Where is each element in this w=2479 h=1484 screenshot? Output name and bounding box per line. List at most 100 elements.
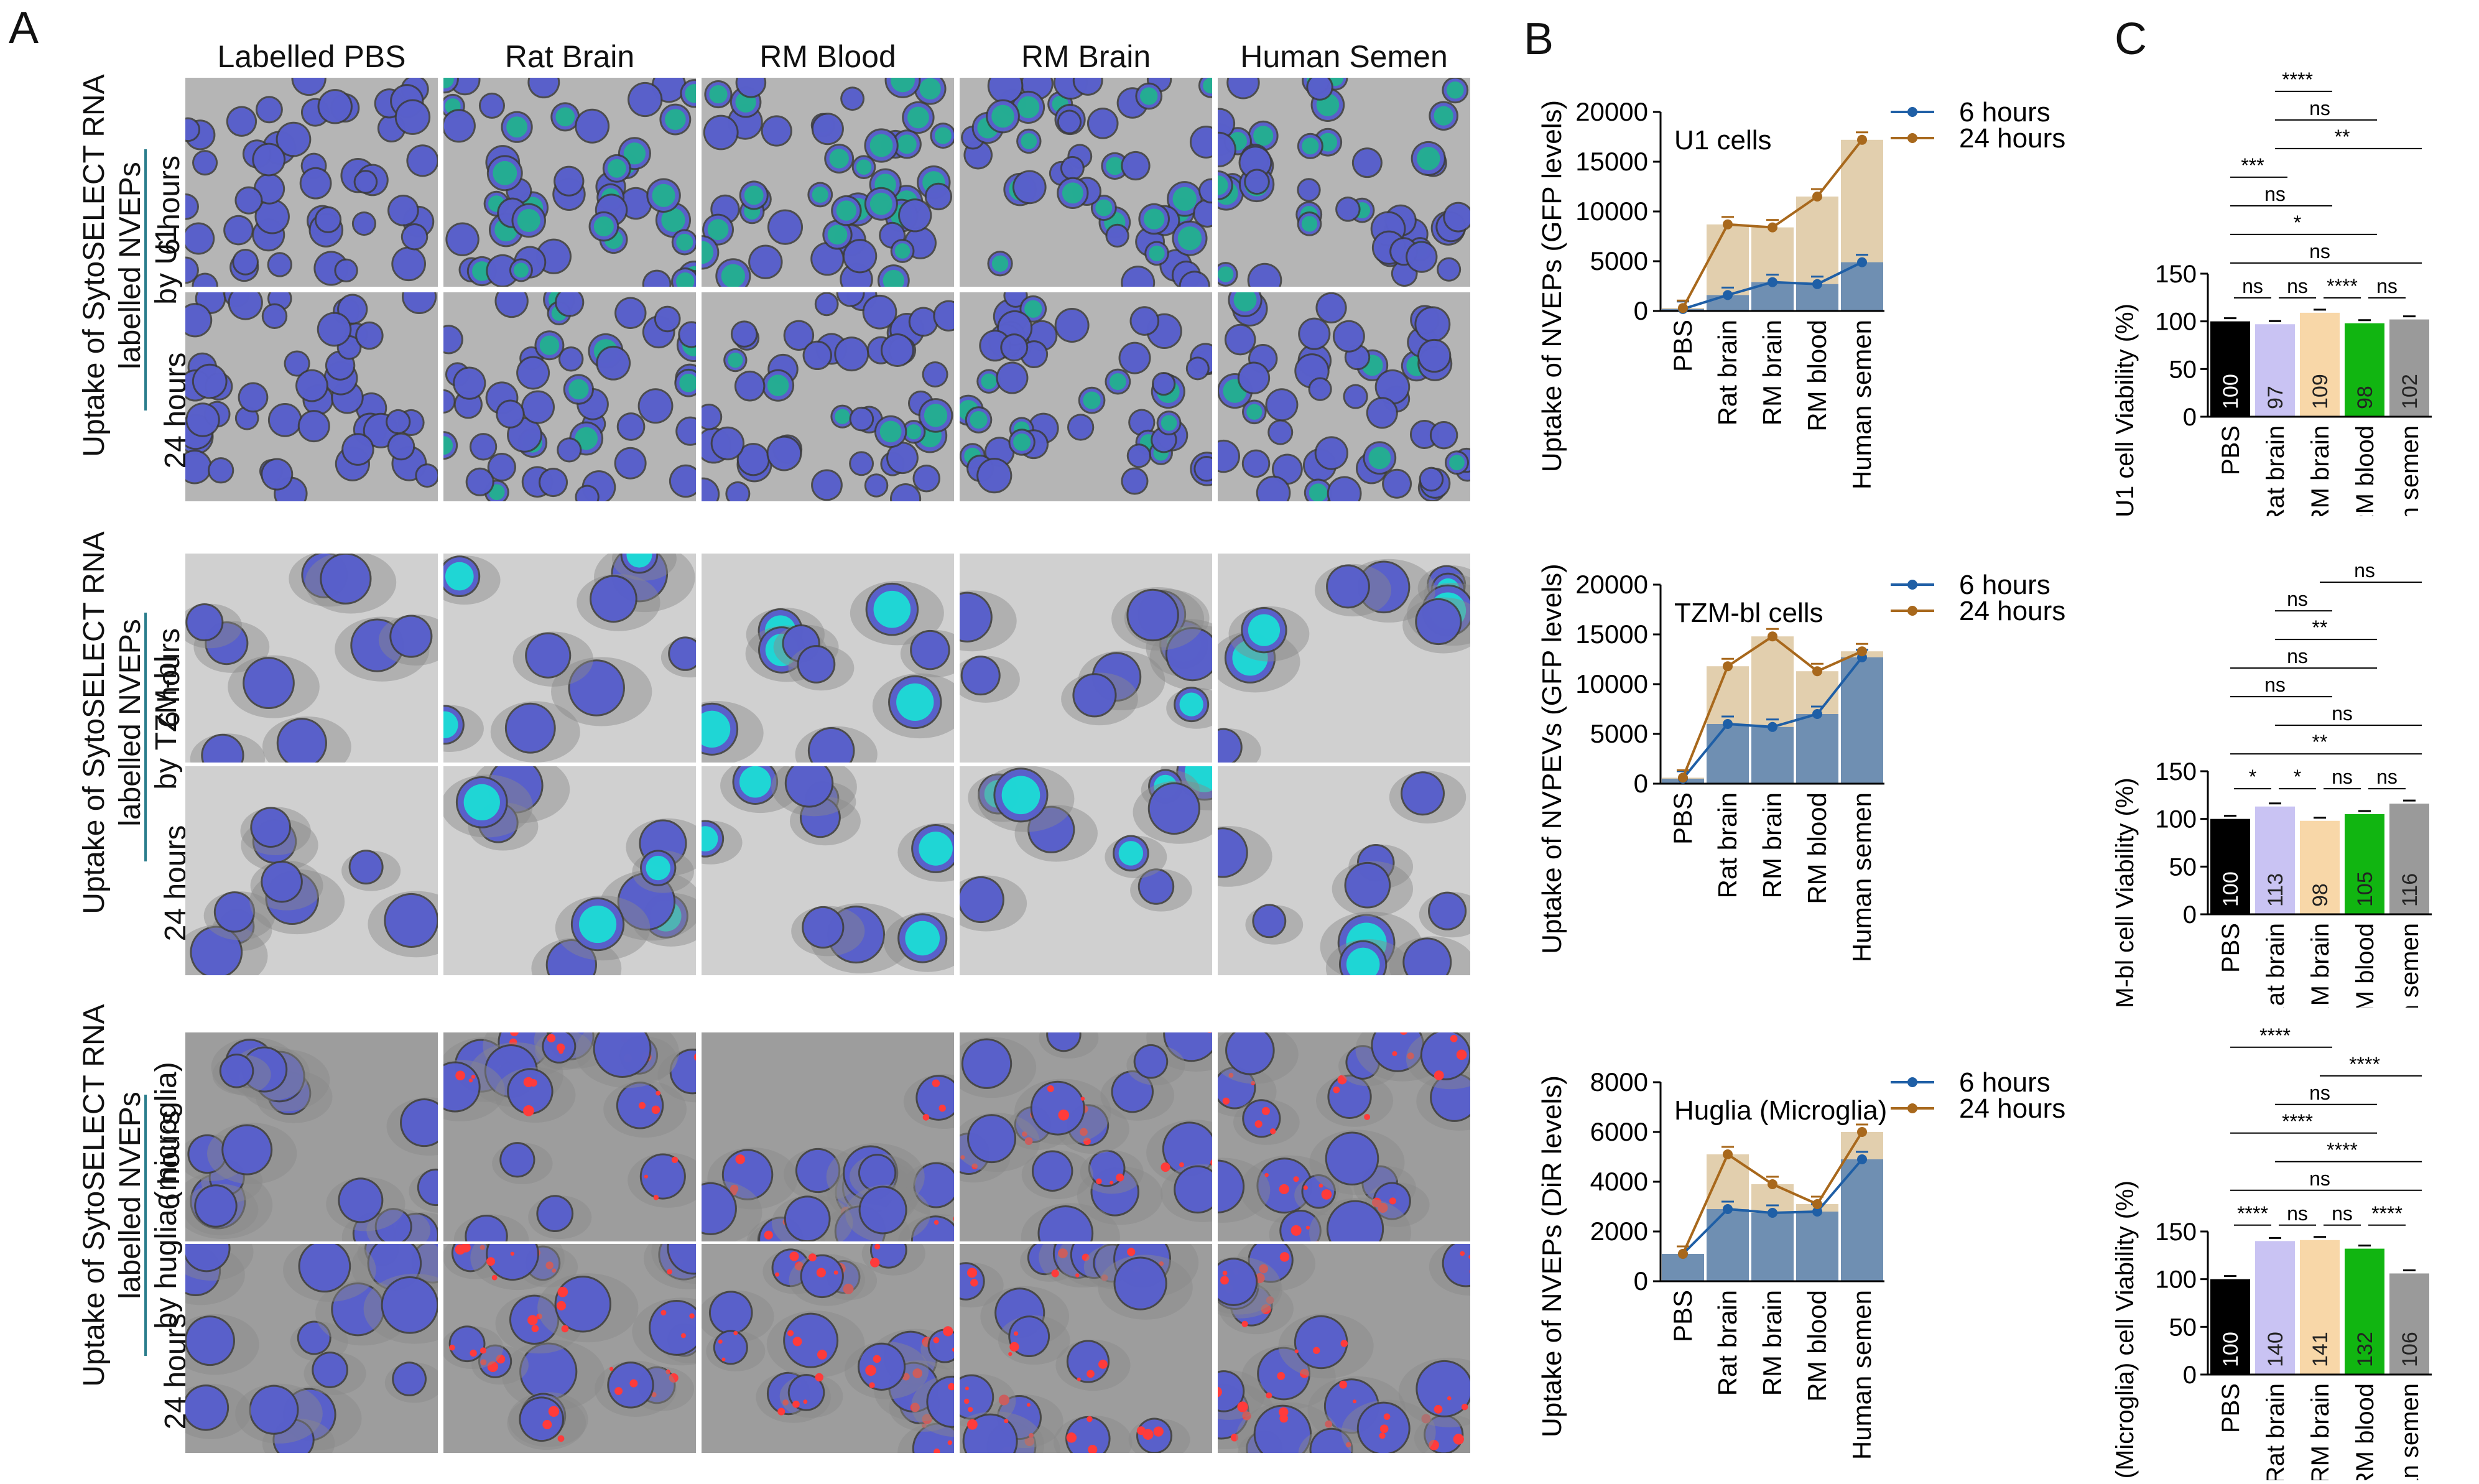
u1-viability-value-label: 102 [2398,374,2422,409]
tzm-uptake-ytick-label: 20000 [1575,570,1648,599]
row-label-huglia-line1: Uptake of SytoSELECT RNA [78,1004,111,1387]
huglia-uptake-point-6h [1812,1207,1822,1217]
u1-uptake-point-6h [1812,279,1822,289]
tzm-uptake-xtick-label: RM blood [1802,792,1832,904]
u1-uptake-point-6h [1768,277,1777,287]
u1-viability-bar [2345,323,2384,417]
u1-viability-value-label: 97 [2264,386,2287,409]
tzm-viability-xtick-label: RM brain [2307,923,2334,1008]
tzm-viability-sig-label: * [2294,766,2301,788]
micrograph-tzm-24h-rm-blood [702,766,954,975]
u1-viability-bracket-label: ns [2264,183,2286,205]
huglia-viability-bracket-label: **** [2259,1024,2291,1047]
u1-viability-bar [2389,319,2429,417]
micrograph-u1-24h-rm-blood [702,292,954,501]
huglia-uptake-point-6h [1723,1204,1733,1214]
tzm-uptake-bar-6h [1796,714,1838,784]
huglia-uptake-point-24h [1812,1199,1822,1209]
u1-uptake-xtick-label: RM brain [1758,320,1787,425]
tzm-uptake-title: TZM-bl cells [1674,598,1823,628]
tzm-viability-value-label: 105 [2353,871,2377,907]
u1-uptake-ytick-label: 20000 [1575,97,1648,126]
micrograph-huglia-6h-labelled-pbs [185,1032,438,1241]
micrograph-huglia-24h-rm-blood [702,1244,954,1453]
huglia-viability-value-label: 132 [2353,1332,2377,1367]
tzm-viability-bracket-label: ns [2264,674,2286,696]
huglia-viability-sig-label: ns [2332,1202,2353,1225]
micrograph-tzm-6h-human-semen [1218,554,1470,763]
tzm-viability-xtick-label: PBS [2217,923,2245,973]
huglia-uptake-legend-label: 6 hours [1959,1067,2050,1098]
huglia-uptake-point-24h [1857,1127,1867,1137]
u1-uptake-legend-label: 6 hours [1959,97,2050,128]
tzm-uptake-xtick-label: Human semen [1847,792,1876,962]
u1-viability-ylabel: U1 cell Viability (%) [2111,304,2139,516]
huglia-viability-xtick-label: Rat brain [2262,1383,2289,1480]
huglia-viability-ytick-label: 100 [2155,1266,2197,1294]
tzm-viability-sig-label: ns [2376,766,2398,788]
micrograph-u1-24h-human-semen [1218,292,1470,501]
micrograph-u1-6h-rat-brain [443,78,696,287]
huglia-viability-xtick-label: RM blood [2352,1383,2379,1480]
u1-viability-bracket-label: ns [2309,240,2330,262]
u1-uptake-ylabel: Uptake of NVEPs (GFP levels) [1537,100,1567,472]
huglia-uptake-xtick-label: Rat brain [1713,1290,1742,1396]
tzm-uptake-ytick-label: 10000 [1575,669,1648,698]
u1-viability-sig-label: ns [2376,275,2398,297]
column-header-rm-brain: RM Brain [1021,39,1151,74]
huglia-viability-bracket-label: **** [2349,1053,2380,1075]
tzm-viability-ylabel: TZM-bl cell Viability (%) [2111,777,2139,1008]
u1-uptake-point-24h [1678,303,1688,313]
micrograph-huglia-6h-rm-brain [960,1032,1212,1241]
tzm-uptake-point-24h [1857,646,1867,657]
micrograph-u1-24h-rat-brain [443,292,696,501]
viability-chart-huglia: Huglia (Microglia) cell Viability (%) 100… [2111,1024,2432,1480]
micrograph-tzm-6h-labelled-pbs [185,554,438,763]
micrograph-huglia-6h-human-semen [1218,1032,1470,1241]
u1-uptake-legend-marker [1907,133,1917,143]
time-label-huglia-6h: 6 hours [153,1110,186,1210]
u1-viability-bracket-label: ns [2309,97,2330,119]
huglia-viability-xtick-label: Human semen [2396,1383,2424,1480]
u1-viability-bar [2300,312,2340,417]
tzm-uptake-bar-6h [1751,726,1794,784]
huglia-uptake-legend-label: 24 hours [1959,1093,2065,1124]
u1-viability-ytick-label: 50 [2169,356,2197,383]
u1-viability-bracket-label: ** [2335,126,2350,148]
u1-uptake-xtick-label: Human semen [1847,320,1876,489]
u1-uptake-xtick-label: PBS [1668,320,1697,372]
u1-viability-sig-label: **** [2327,275,2358,297]
u1-uptake-point-6h [1723,290,1733,300]
tzm-viability-xtick-label: RM blood [2352,923,2379,1008]
u1-uptake-ytick-label: 15000 [1575,147,1648,176]
tzm-viability-sig-label: ns [2332,766,2353,788]
u1-uptake-ytick-label: 5000 [1590,246,1648,276]
micrograph-tzm-24h-rm-brain [960,766,1212,975]
u1-viability-value-label: 98 [2353,386,2377,409]
micrograph-tzm-6h-rm-brain [960,554,1212,763]
row-bracket-tzm [144,613,147,861]
huglia-viability-value-label: 106 [2398,1332,2422,1367]
row-bracket-u1 [144,149,147,410]
u1-viability-value-label: 100 [2219,374,2243,409]
huglia-uptake-xtick-label: RM blood [1802,1290,1832,1402]
micrograph-huglia-24h-rm-brain [960,1244,1212,1453]
huglia-viability-value-label: 141 [2309,1332,2332,1367]
micrograph-huglia-24h-labelled-pbs [185,1244,438,1453]
huglia-uptake-xtick-label: Human semen [1847,1290,1876,1460]
tzm-viability-bracket-label: ns [2354,559,2375,582]
huglia-uptake-legend-marker [1907,1103,1917,1113]
huglia-viability-bracket-label: **** [2282,1110,2313,1133]
u1-viability-xtick-label: PBS [2217,425,2245,475]
u1-viability-value-label: 109 [2309,374,2332,409]
u1-uptake-point-24h [1723,219,1733,230]
u1-viability-sig-label: ns [2287,275,2308,297]
tzm-viability-bracket-label: ** [2312,731,2328,753]
tzm-uptake-legend-marker [1907,580,1917,590]
huglia-uptake-point-6h [1768,1208,1777,1218]
column-header-rm-blood: RM Blood [759,39,896,74]
huglia-viability-sig-label: ns [2287,1202,2308,1225]
huglia-viability-bar [2255,1241,2295,1375]
panel-letter-a: A [9,3,39,53]
row-label-tzm-line2: labelled NVEPs [114,619,147,827]
